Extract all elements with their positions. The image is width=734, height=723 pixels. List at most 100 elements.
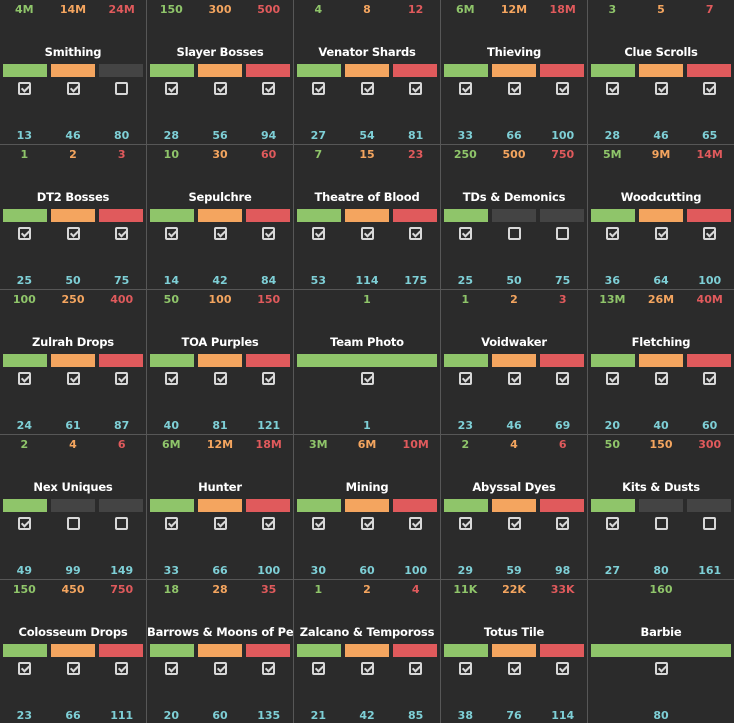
checked-checkbox[interactable] — [654, 82, 668, 95]
checked-checkbox[interactable] — [17, 662, 31, 675]
tile-dt2-bosses[interactable]: 1 2 3 DT2 Bosses 25 50 75 — [0, 145, 147, 290]
tile-abyssal-dyes[interactable]: 2 4 6 Abyssal Dyes 29 59 98 — [441, 435, 588, 580]
tile-venator-shards[interactable]: 4 8 12 Venator Shards 27 54 81 — [294, 0, 441, 145]
checked-checkbox[interactable] — [703, 372, 717, 385]
tile-fletching[interactable]: 13M 26M 40M Fletching 20 40 60 — [588, 290, 734, 435]
tile-woodcutting[interactable]: 5M 9M 14M Woodcutting 36 64 100 — [588, 145, 734, 290]
checked-checkbox[interactable] — [164, 372, 178, 385]
checked-checkbox[interactable] — [213, 517, 227, 530]
checked-checkbox[interactable] — [164, 662, 178, 675]
checked-checkbox[interactable] — [115, 662, 129, 675]
tile-nex-uniques[interactable]: 2 4 6 Nex Uniques 49 99 149 — [0, 435, 147, 580]
checked-checkbox[interactable] — [556, 82, 570, 95]
unchecked-checkbox[interactable] — [556, 227, 570, 240]
checked-checkbox[interactable] — [213, 662, 227, 675]
checked-checkbox[interactable] — [213, 227, 227, 240]
checked-checkbox[interactable] — [213, 82, 227, 95]
tile-name: Zalcano & Tempoross — [299, 625, 435, 639]
checked-checkbox[interactable] — [311, 82, 325, 95]
checked-checkbox[interactable] — [703, 227, 717, 240]
checked-checkbox[interactable] — [213, 372, 227, 385]
checked-checkbox[interactable] — [507, 82, 521, 95]
checked-checkbox[interactable] — [360, 82, 374, 95]
checked-checkbox[interactable] — [458, 227, 472, 240]
tile-clue-scrolls[interactable]: 3 5 7 Clue Scrolls 28 46 65 — [588, 0, 734, 145]
checked-checkbox[interactable] — [556, 517, 570, 530]
checked-checkbox[interactable] — [605, 372, 619, 385]
checked-checkbox[interactable] — [311, 227, 325, 240]
checked-checkbox[interactable] — [66, 372, 80, 385]
checked-checkbox[interactable] — [262, 517, 276, 530]
checked-checkbox[interactable] — [311, 517, 325, 530]
tier-target: 24 — [16, 419, 32, 432]
checked-checkbox[interactable] — [17, 372, 31, 385]
checked-checkbox[interactable] — [311, 662, 325, 675]
tile-sepulchre[interactable]: 10 30 60 Sepulchre 14 42 84 — [147, 145, 294, 290]
unchecked-checkbox[interactable] — [66, 517, 80, 530]
checked-checkbox[interactable] — [262, 227, 276, 240]
checked-checkbox[interactable] — [409, 82, 423, 95]
checked-checkbox[interactable] — [164, 82, 178, 95]
tile-slayer-bosses[interactable]: 150 300 500 Slayer Bosses 28 56 94 — [147, 0, 294, 145]
checked-checkbox[interactable] — [17, 82, 31, 95]
unchecked-checkbox[interactable] — [654, 517, 668, 530]
unchecked-checkbox[interactable] — [115, 82, 129, 95]
checked-checkbox[interactable] — [556, 662, 570, 675]
checked-checkbox[interactable] — [458, 82, 472, 95]
tile-mining[interactable]: 3M 6M 10M Mining 30 60 100 — [294, 435, 441, 580]
checked-checkbox[interactable] — [458, 372, 472, 385]
checked-checkbox[interactable] — [458, 517, 472, 530]
checked-checkbox[interactable] — [66, 227, 80, 240]
tile-theatre-of-blood[interactable]: 7 15 23 Theatre of Blood 53 114 175 — [294, 145, 441, 290]
tile-smithing[interactable]: 4M 14M 24M Smithing 13 46 80 — [0, 0, 147, 145]
tile-barrows-and-moons-of-peril[interactable]: 18 28 35 Barrows & Moons of Peril 20 60 135 — [147, 580, 294, 723]
checked-checkbox[interactable] — [409, 227, 423, 240]
checked-checkbox[interactable] — [507, 517, 521, 530]
checked-checkbox[interactable] — [262, 82, 276, 95]
unchecked-checkbox[interactable] — [115, 517, 129, 530]
checked-checkbox[interactable] — [164, 227, 178, 240]
checked-checkbox[interactable] — [654, 227, 668, 240]
tile-toa-purples[interactable]: 50 100 150 TOA Purples 40 81 121 — [147, 290, 294, 435]
checked-checkbox[interactable] — [458, 662, 472, 675]
tile-hunter[interactable]: 6M 12M 18M Hunter 33 66 100 — [147, 435, 294, 580]
checked-checkbox[interactable] — [360, 372, 374, 385]
checked-checkbox[interactable] — [262, 372, 276, 385]
checked-checkbox[interactable] — [115, 372, 129, 385]
tile-thieving[interactable]: 6M 12M 18M Thieving 33 66 100 — [441, 0, 588, 145]
tile-tds-and-demonics[interactable]: 250 500 750 TDs & Demonics 25 50 75 — [441, 145, 588, 290]
tier-target: 40 — [163, 419, 179, 432]
tile-zalcano-and-tempoross[interactable]: 1 2 4 Zalcano & Tempoross 21 42 85 — [294, 580, 441, 723]
checked-checkbox[interactable] — [66, 662, 80, 675]
checked-checkbox[interactable] — [605, 82, 619, 95]
tile-colosseum-drops[interactable]: 150 450 750 Colosseum Drops 23 66 111 — [0, 580, 147, 723]
unchecked-checkbox[interactable] — [703, 517, 717, 530]
checked-checkbox[interactable] — [115, 227, 129, 240]
checked-checkbox[interactable] — [262, 662, 276, 675]
tier-value: 2 — [69, 148, 77, 161]
checked-checkbox[interactable] — [556, 372, 570, 385]
tile-barbie[interactable]: 160 Barbie 80 — [588, 580, 734, 723]
checked-checkbox[interactable] — [605, 517, 619, 530]
checked-checkbox[interactable] — [360, 662, 374, 675]
checked-checkbox[interactable] — [66, 82, 80, 95]
checked-checkbox[interactable] — [605, 227, 619, 240]
checked-checkbox[interactable] — [409, 517, 423, 530]
checked-checkbox[interactable] — [360, 517, 374, 530]
checked-checkbox[interactable] — [654, 662, 668, 675]
checked-checkbox[interactable] — [507, 372, 521, 385]
checked-checkbox[interactable] — [17, 517, 31, 530]
tile-kits-and-dusts[interactable]: 50 150 300 Kits & Dusts 27 80 161 — [588, 435, 734, 580]
checked-checkbox[interactable] — [703, 82, 717, 95]
checked-checkbox[interactable] — [17, 227, 31, 240]
tile-zulrah-drops[interactable]: 100 250 400 Zulrah Drops 24 61 87 — [0, 290, 147, 435]
checked-checkbox[interactable] — [507, 662, 521, 675]
checked-checkbox[interactable] — [360, 227, 374, 240]
checked-checkbox[interactable] — [409, 662, 423, 675]
tile-voidwaker[interactable]: 1 2 3 Voidwaker 23 46 69 — [441, 290, 588, 435]
unchecked-checkbox[interactable] — [507, 227, 521, 240]
tile-team-photo[interactable]: 1 Team Photo 1 — [294, 290, 441, 435]
checked-checkbox[interactable] — [164, 517, 178, 530]
checked-checkbox[interactable] — [654, 372, 668, 385]
tile-totus-tile[interactable]: 11K 22K 33K Totus Tile 38 76 114 — [441, 580, 588, 723]
